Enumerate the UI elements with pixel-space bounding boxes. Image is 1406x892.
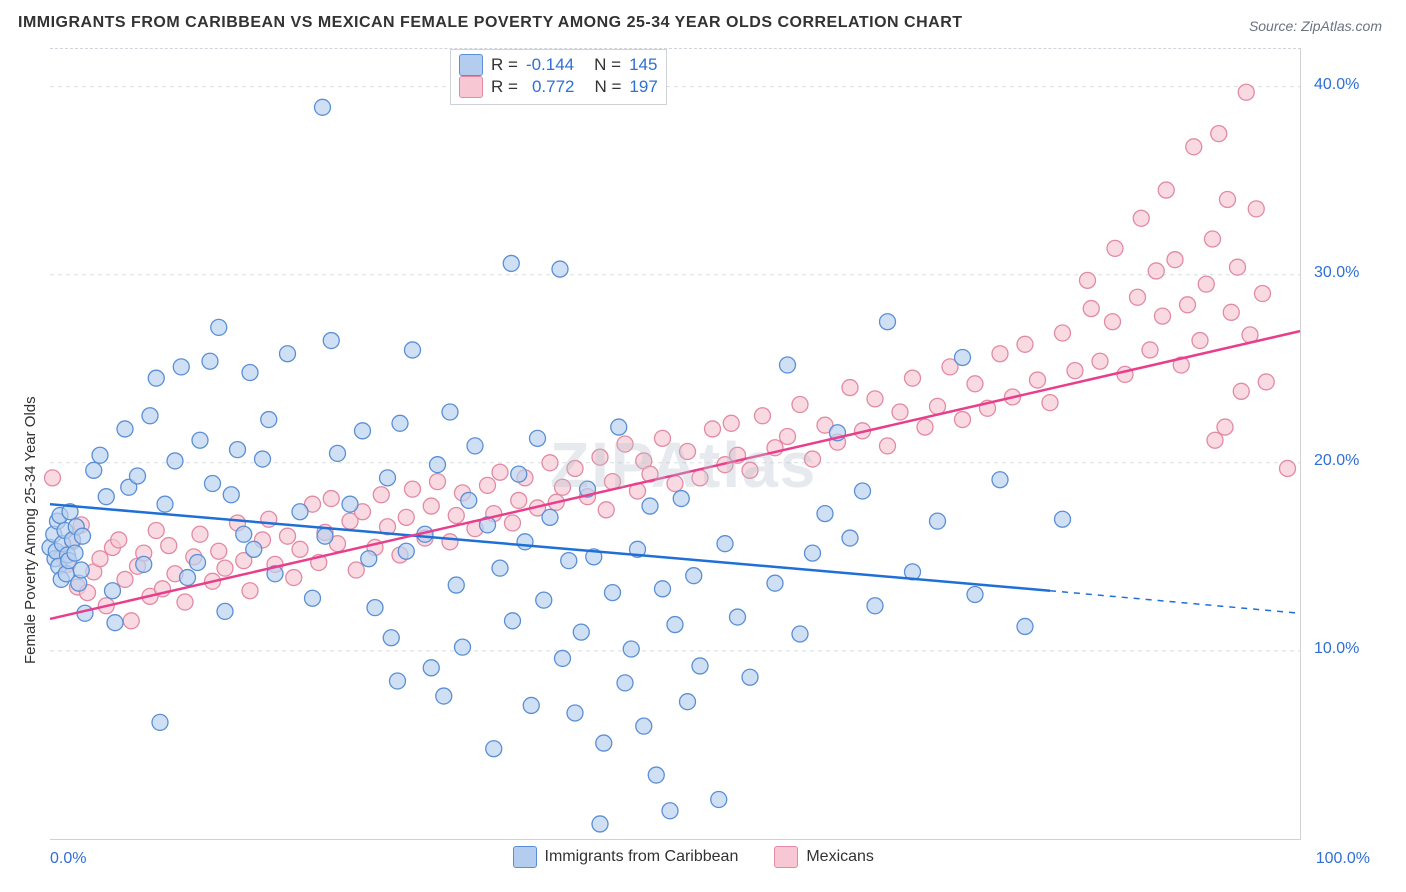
swatch-caribbean <box>513 846 537 868</box>
stat-n-val: 145 <box>629 55 657 75</box>
x-tick-max: 100.0% <box>1316 850 1370 868</box>
legend: Immigrants from Caribbean Mexicans <box>513 846 874 868</box>
source-label: Source: ZipAtlas.com <box>1249 18 1382 34</box>
y-tick-label: 30.0% <box>1314 264 1359 282</box>
swatch-mexican <box>459 76 483 98</box>
scatter-svg <box>50 49 1300 839</box>
stats-row-mexican: R = 0.772 N = 197 <box>459 76 658 98</box>
swatch-mexican <box>774 846 798 868</box>
swatch-caribbean <box>459 54 483 76</box>
stat-r-val: 0.772 <box>532 77 575 97</box>
stat-r-val: -0.144 <box>526 55 574 75</box>
stat-n-key: N = <box>594 55 621 75</box>
x-tick-min: 0.0% <box>50 850 86 868</box>
y-tick-label: 40.0% <box>1314 76 1359 94</box>
stat-n-val: 197 <box>629 77 657 97</box>
chart-title: IMMIGRANTS FROM CARIBBEAN VS MEXICAN FEM… <box>18 14 963 32</box>
legend-label: Mexicans <box>806 848 874 866</box>
legend-label: Immigrants from Caribbean <box>545 848 739 866</box>
correlation-stats-box: R = -0.144 N = 145 R = 0.772 N = 197 <box>450 49 667 105</box>
legend-item-caribbean: Immigrants from Caribbean <box>513 846 739 868</box>
plot-area: ZIPAtlas R = -0.144 N = 145 R = 0.772 N … <box>50 48 1301 840</box>
stat-r-key: R = <box>491 55 518 75</box>
y-tick-label: 20.0% <box>1314 452 1359 470</box>
stats-row-caribbean: R = -0.144 N = 145 <box>459 54 658 76</box>
y-axis-label: Female Poverty Among 25-34 Year Olds <box>22 397 39 665</box>
legend-item-mexican: Mexicans <box>774 846 874 868</box>
stat-n-key: N = <box>594 77 621 97</box>
y-tick-label: 10.0% <box>1314 640 1359 658</box>
stat-r-key: R = <box>491 77 518 97</box>
